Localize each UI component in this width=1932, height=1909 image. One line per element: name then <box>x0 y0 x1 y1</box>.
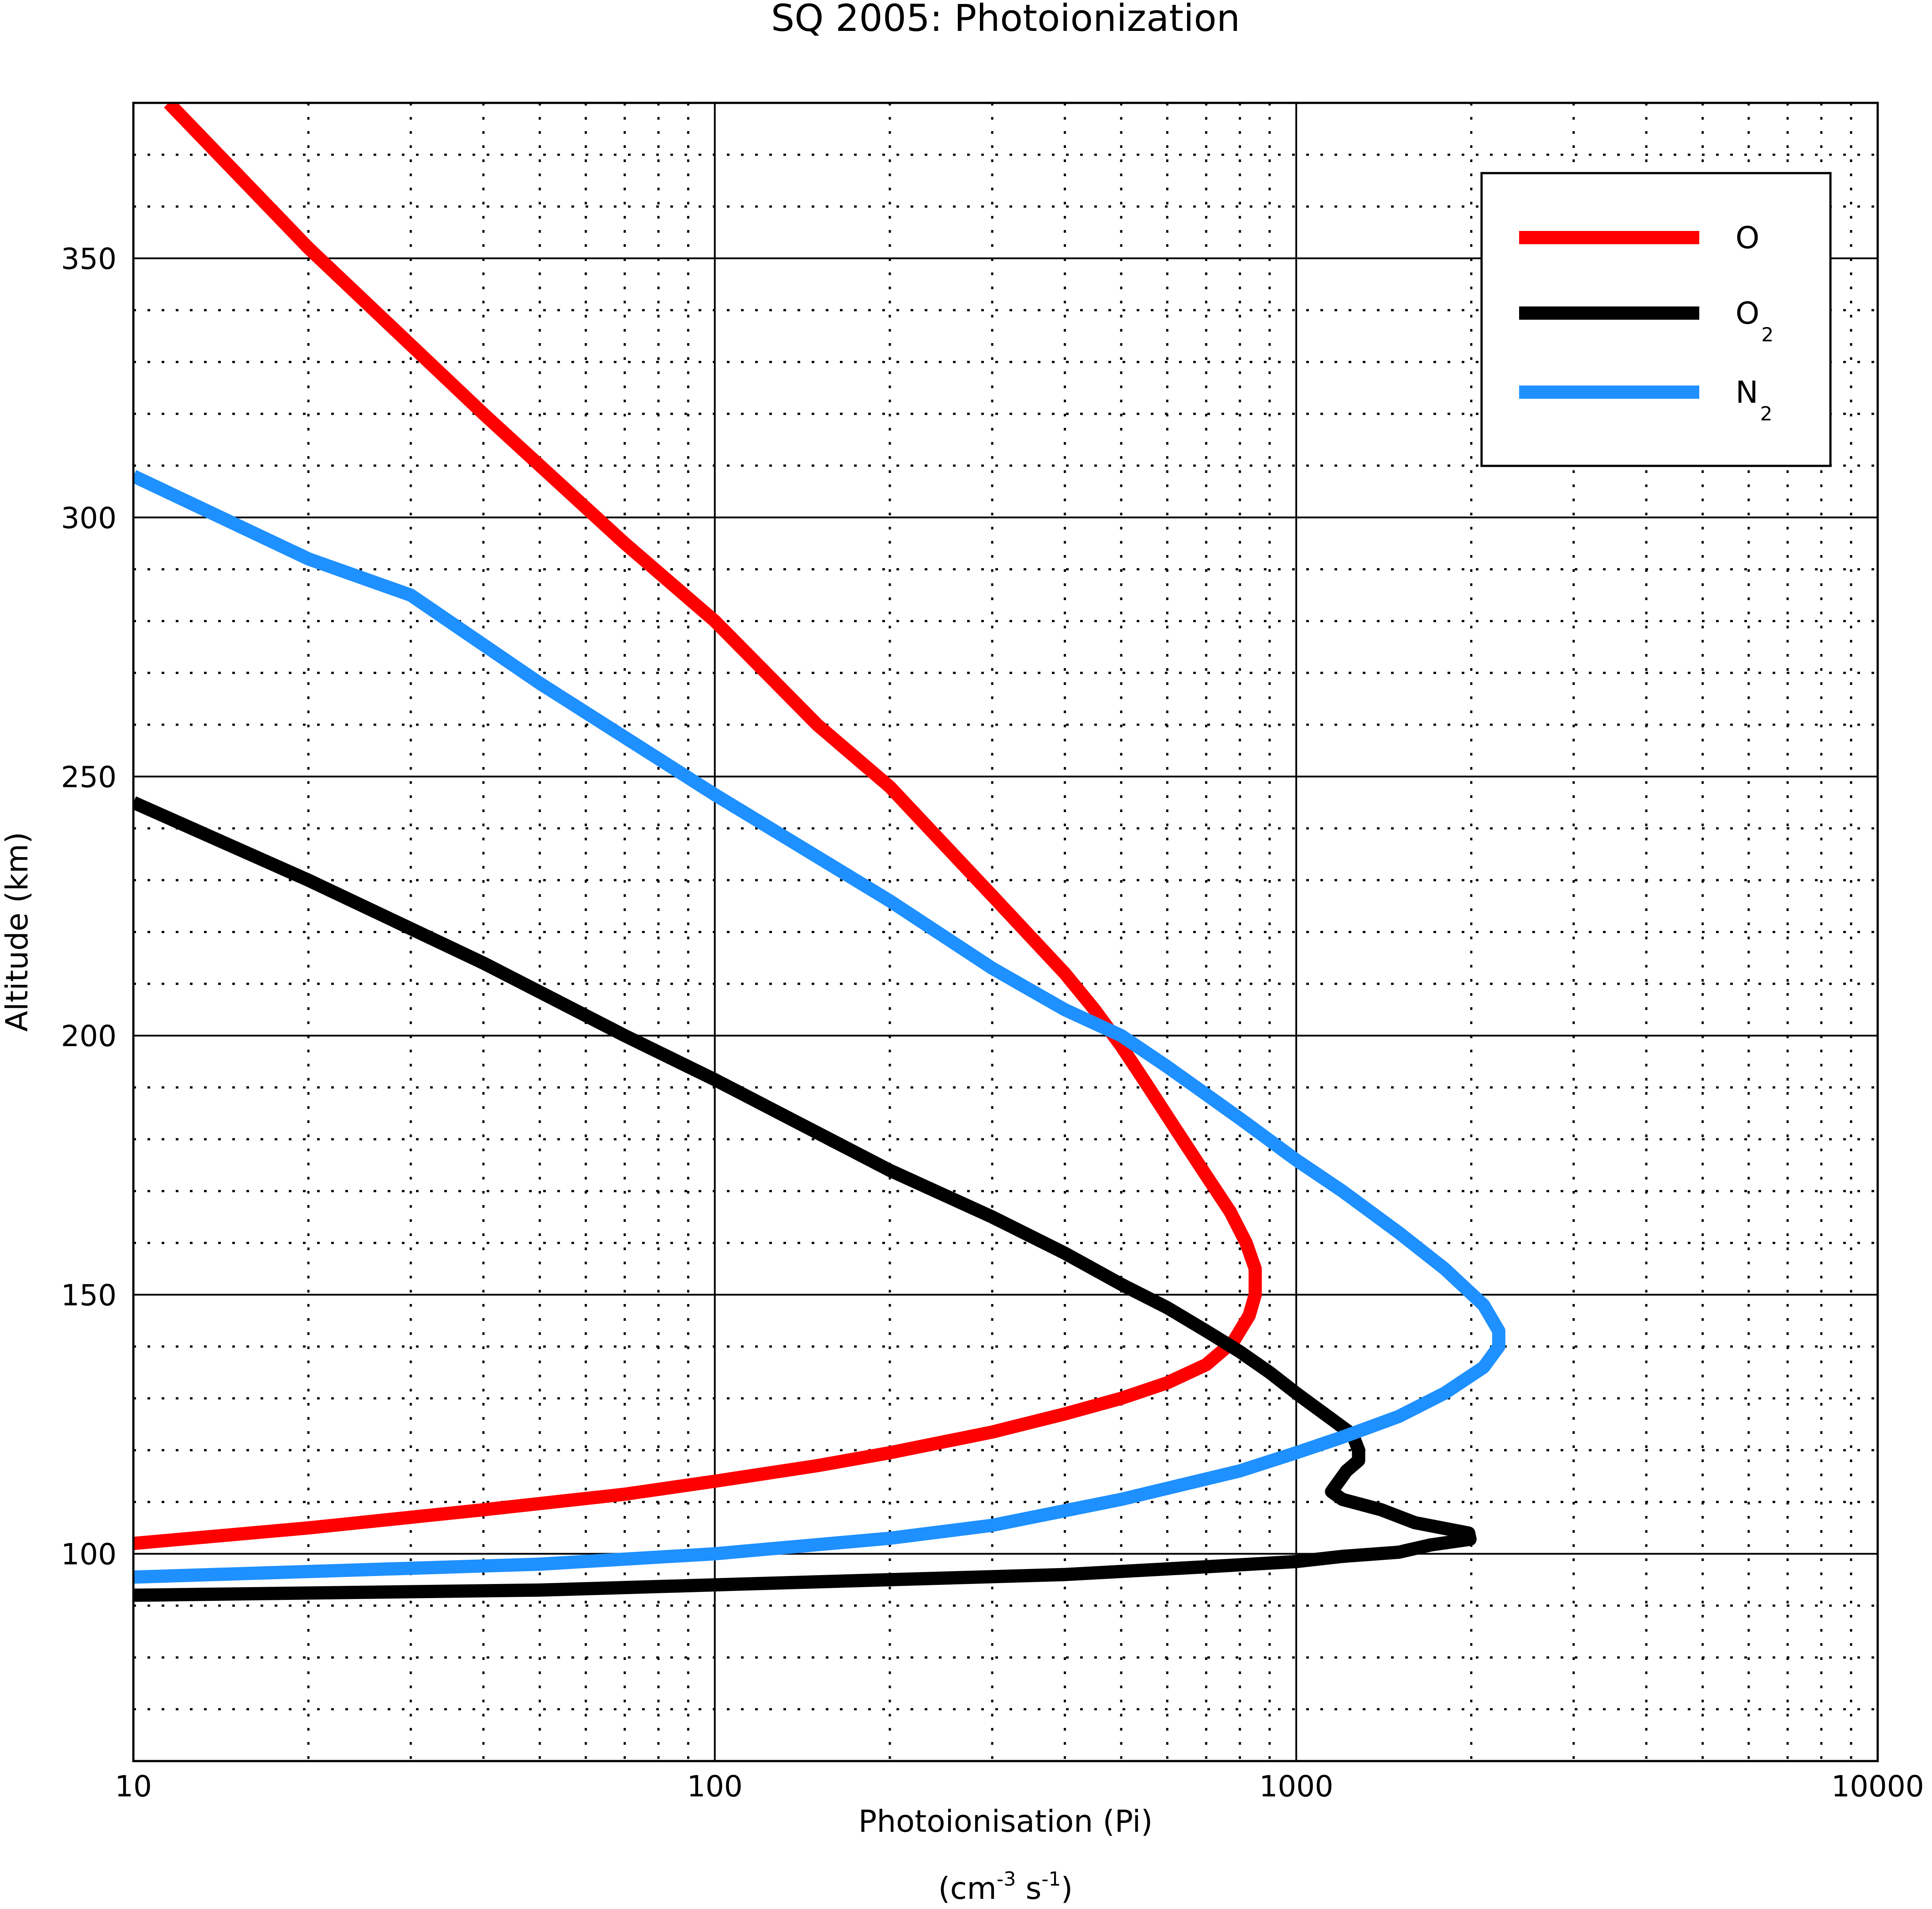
x-tick-label: 100 <box>687 1769 743 1803</box>
y-tick-label: 100 <box>61 1538 117 1572</box>
x-unit-prefix: (cm <box>938 1871 997 1906</box>
x-tick-label: 1000 <box>1259 1769 1333 1803</box>
x-unit-exp1: -3 <box>997 1868 1016 1890</box>
ticks: 10 100 1000 10000 100 150 200 250 300 350 <box>61 242 1924 1803</box>
y-tick-label: 200 <box>61 1019 117 1053</box>
y-tick-label: 350 <box>61 242 117 276</box>
x-unit-exp2: -1 <box>1042 1868 1061 1890</box>
series-line-n2 <box>133 470 1505 1584</box>
x-tick-label: 10 <box>115 1769 152 1803</box>
plot-frame <box>132 102 1879 1762</box>
y-axis-label: Altitude (km) <box>0 832 35 1032</box>
series-line-o2 <box>133 796 1477 1602</box>
series-group <box>133 103 1505 1602</box>
chart-title: SQ 2005: Photoionization <box>771 0 1240 40</box>
legend-subscript: 2 <box>1761 324 1773 346</box>
y-tick-label: 150 <box>61 1278 117 1312</box>
x-axis-label: Photoionisation (Pi) <box>858 1804 1153 1839</box>
x-tick-label: 10000 <box>1831 1769 1924 1803</box>
y-tick-label: 300 <box>61 501 117 535</box>
y-tick-label: 250 <box>61 760 117 794</box>
legend-subscript: 2 <box>1760 403 1773 425</box>
series-line-o <box>133 103 1262 1550</box>
x-axis-unit: (cm-3 s-1) <box>938 1868 1073 1906</box>
x-unit-suffix: ) <box>1061 1871 1073 1906</box>
x-unit-mid: s <box>1016 1871 1042 1906</box>
legend-label-o: O <box>1735 220 1759 256</box>
